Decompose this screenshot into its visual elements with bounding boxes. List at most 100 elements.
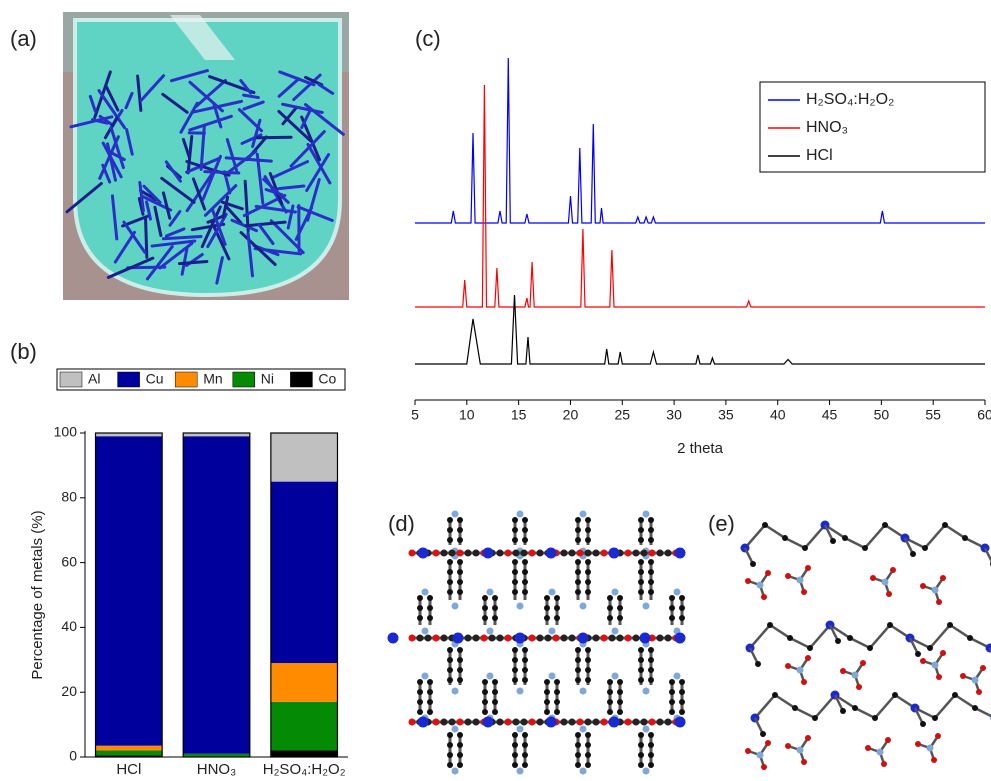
atom (522, 527, 528, 533)
atom (801, 759, 807, 765)
atom (936, 599, 942, 605)
atom (512, 549, 520, 557)
atom (765, 570, 771, 576)
atom (448, 718, 456, 726)
atom (457, 647, 463, 653)
crystal (277, 109, 312, 143)
crystal (122, 220, 147, 254)
atom (522, 579, 528, 585)
atom (762, 522, 768, 528)
atom (472, 549, 480, 557)
bar-segment (270, 481, 338, 664)
atom (765, 740, 771, 746)
crystal (124, 91, 134, 110)
crystal (185, 169, 216, 213)
x-tick-label: 10 (459, 407, 475, 423)
atom (427, 709, 433, 715)
atom (447, 732, 453, 738)
atom (607, 679, 613, 685)
atom (617, 605, 623, 611)
atom (554, 605, 560, 611)
atom (805, 655, 811, 661)
crystal (305, 153, 331, 193)
atom (482, 679, 488, 685)
crystal (242, 93, 260, 100)
crystal (306, 178, 321, 222)
atom (575, 559, 581, 565)
atom (496, 549, 504, 557)
pattern-line (415, 294, 985, 365)
atom (931, 757, 937, 763)
atom (482, 595, 488, 601)
atom (408, 718, 416, 726)
atom (745, 748, 751, 754)
atom (522, 677, 528, 683)
panel-label: (e) (708, 511, 735, 536)
atom (638, 762, 644, 768)
metal (417, 547, 429, 559)
atom (522, 559, 528, 565)
atom (807, 645, 813, 651)
atom (611, 588, 619, 596)
crystal (145, 245, 174, 281)
atom (424, 634, 432, 642)
crystal (281, 102, 324, 114)
crystal (317, 83, 335, 95)
atom (522, 742, 528, 748)
atom (872, 715, 878, 721)
atom (447, 589, 453, 595)
atom (408, 634, 416, 642)
atom (457, 569, 463, 575)
atom (457, 579, 463, 585)
atom (536, 718, 544, 726)
metal (577, 632, 589, 644)
atom (575, 589, 581, 595)
atom (669, 595, 675, 601)
x-tick-label: H₂SO₄:H₂O₂ (263, 761, 346, 778)
atom (642, 767, 650, 775)
atom (632, 634, 640, 642)
atom (600, 718, 608, 726)
atom (679, 699, 685, 705)
atom (648, 569, 654, 575)
atom (881, 578, 889, 586)
atom (575, 657, 581, 663)
crystal (98, 114, 115, 127)
atom (767, 622, 773, 628)
atom (830, 538, 836, 544)
atom (876, 748, 884, 756)
atom (451, 602, 459, 610)
atom (496, 718, 504, 726)
atom (492, 615, 498, 621)
crystal (224, 156, 273, 163)
x-tick-label: 5 (411, 407, 419, 423)
atom (782, 535, 788, 541)
atom (926, 744, 934, 752)
atom (432, 718, 440, 726)
pattern-line (415, 57, 985, 224)
atom (482, 615, 488, 621)
metal (482, 716, 494, 728)
crystal (262, 177, 290, 204)
atom (860, 660, 866, 666)
atom (585, 647, 591, 653)
atom (796, 746, 804, 754)
atom (638, 732, 644, 738)
atom (575, 762, 581, 768)
atom (575, 647, 581, 653)
atom (579, 602, 587, 610)
crystal (113, 230, 137, 264)
atom (931, 661, 939, 669)
atom (427, 679, 433, 685)
atom (607, 709, 613, 715)
bar-segment (95, 433, 163, 437)
atom (548, 627, 556, 635)
crystal (206, 212, 228, 249)
bar-segment (183, 433, 250, 437)
atom (488, 634, 496, 642)
atom (421, 672, 429, 680)
atom (457, 732, 463, 738)
atom (664, 634, 672, 642)
atom (457, 527, 463, 533)
atom (427, 595, 433, 601)
